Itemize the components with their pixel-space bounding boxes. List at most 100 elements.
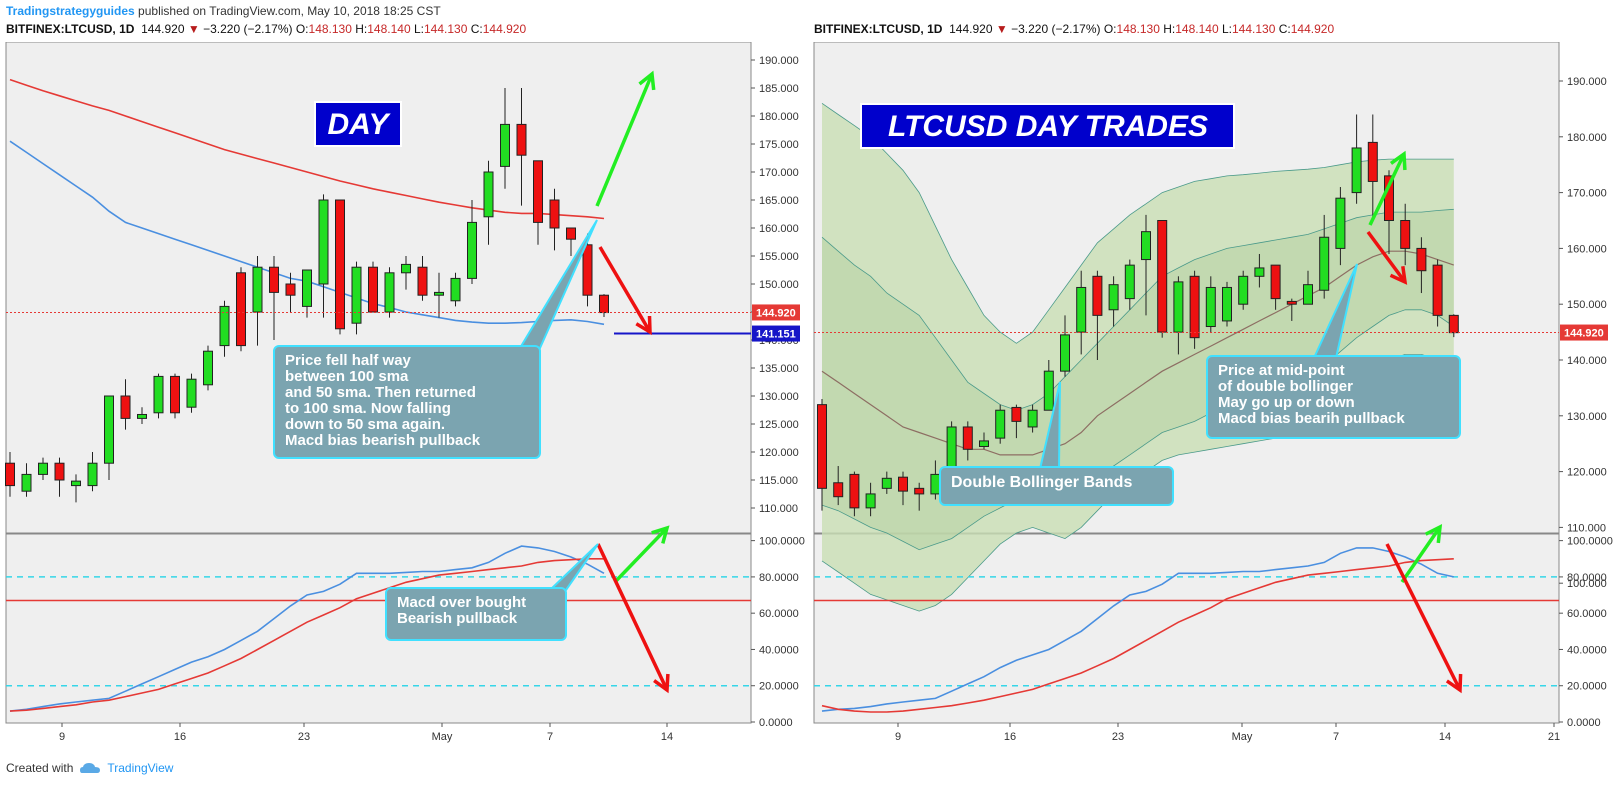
candle-body [351, 266, 362, 324]
candle-body [368, 266, 378, 313]
candle-body [1027, 409, 1038, 428]
candle [898, 471, 908, 506]
stoch-up-arrow [613, 525, 670, 584]
candle [516, 88, 527, 206]
candle [252, 256, 263, 346]
y-tick-label: 100.000 [1567, 578, 1607, 590]
bollinger-callout-box [939, 466, 1174, 506]
tradingview-link[interactable]: TradingView [107, 761, 174, 775]
y-tick-label: 190.000 [759, 55, 799, 67]
symbol-name: BITFINEX:LTCUSD, 1D [814, 22, 943, 36]
y-tick-label: 190.000 [1567, 76, 1607, 88]
candle [500, 88, 510, 189]
y-tick-label: 120.000 [1567, 467, 1607, 479]
stoch-down-arrow-shaft [1385, 543, 1462, 691]
current-price-tag-bg [1560, 324, 1608, 341]
candle [817, 399, 827, 511]
candle [302, 269, 312, 318]
candle [1011, 404, 1022, 439]
candle [1124, 259, 1135, 310]
candle-body [549, 199, 560, 229]
candle-body [582, 244, 593, 296]
midpoint-callout-box [1206, 355, 1461, 439]
publish-line: Tradingstrategyguides published on Tradi… [6, 4, 441, 18]
y-tick-label: 130.000 [759, 391, 799, 403]
day-title: DAY [327, 108, 391, 141]
candle [219, 300, 230, 357]
high-value: 148.140 [1175, 22, 1219, 36]
candle [549, 188, 560, 251]
candle [833, 466, 844, 506]
candle-body [599, 294, 609, 314]
candle-body [120, 395, 131, 419]
left-chart-panel[interactable]: 190.000 185.000 180.000 175.000 170.000 165.0… [0, 42, 812, 754]
candle [881, 471, 892, 494]
low-value: 144.130 [1232, 22, 1276, 36]
tradingview-cloud-icon [80, 763, 101, 773]
candle-body [1205, 286, 1216, 328]
candle [1092, 270, 1103, 360]
candle-body [467, 221, 477, 279]
candle [1060, 315, 1070, 377]
right-chart-panel[interactable]: 190.000180.000170.000160.000150.000140.0… [812, 42, 1624, 754]
close-label: C: [470, 22, 483, 36]
y-tick-label: 110.000 [1567, 522, 1606, 534]
created-with-text: Created with [6, 761, 74, 775]
candle [1448, 314, 1459, 338]
y-tick-label: 150.000 [1567, 299, 1607, 311]
up-arrow [595, 70, 656, 207]
y-tick-label: 80.0000 [759, 572, 799, 584]
ma-line-100-sma [9, 78, 605, 220]
high-value: 148.140 [367, 22, 411, 36]
last-price: 144.920 [949, 22, 993, 36]
y-tick-label: 185.000 [759, 83, 799, 95]
symbol-line-left: BITFINEX:LTCUSD, 1D 144.920 ▼ −3.220 (−2… [6, 22, 526, 36]
day-title-box [314, 101, 402, 147]
x-tick-label: 7 [547, 731, 553, 743]
candle [384, 267, 395, 318]
candle-body [483, 171, 494, 218]
candle-body [1222, 286, 1232, 322]
candle-body [38, 462, 48, 475]
publisher-name[interactable]: Tradingstrategyguides [6, 4, 135, 18]
high-label: H: [1163, 22, 1176, 36]
current-price-tag: 144.920 [1564, 328, 1604, 340]
candle [1238, 270, 1249, 310]
bollinger-callout-text: Double Bollinger Bands [951, 474, 1132, 491]
stoch-up-arrow-shaft [613, 526, 669, 584]
candle [434, 272, 444, 318]
y-tick-label: 20.0000 [1567, 681, 1607, 693]
candle-body [186, 378, 197, 408]
y-tick-label: 180.000 [759, 111, 799, 123]
x-tick-label: 23 [298, 731, 310, 743]
candle-body [302, 269, 312, 307]
y-tick-label: 40.0000 [759, 644, 799, 656]
candle [269, 256, 279, 340]
candle-body [170, 375, 180, 414]
candle [1108, 276, 1119, 327]
x-tick-label: 9 [59, 731, 65, 743]
candle-body [881, 477, 892, 489]
open-value: 148.130 [308, 22, 352, 36]
y-tick-label: 60.0000 [1567, 608, 1607, 620]
candle [1270, 264, 1281, 310]
x-tick-label: 16 [1004, 731, 1016, 743]
candle-body [269, 266, 279, 293]
x-tick-label: 21 [1548, 731, 1560, 743]
candle-body [979, 440, 989, 447]
band-line-upper-band-1 [821, 208, 1454, 411]
stoch-down-arrow [596, 543, 670, 694]
candle-body [500, 123, 510, 167]
candle-body [962, 426, 973, 450]
candle-body [865, 493, 876, 509]
left-stoch-pane[interactable] [5, 533, 752, 724]
candle [979, 432, 989, 450]
stoch-down-arrow [1385, 543, 1463, 694]
y-tick-label: 115.000 [759, 475, 798, 487]
candle-body [566, 227, 576, 240]
candle [914, 482, 925, 511]
candle-body [1060, 334, 1070, 372]
y-tick-label: 40.0000 [1567, 644, 1607, 656]
change-value: −3.220 (−2.17%) [203, 22, 293, 36]
support-tag-bg [752, 325, 800, 342]
